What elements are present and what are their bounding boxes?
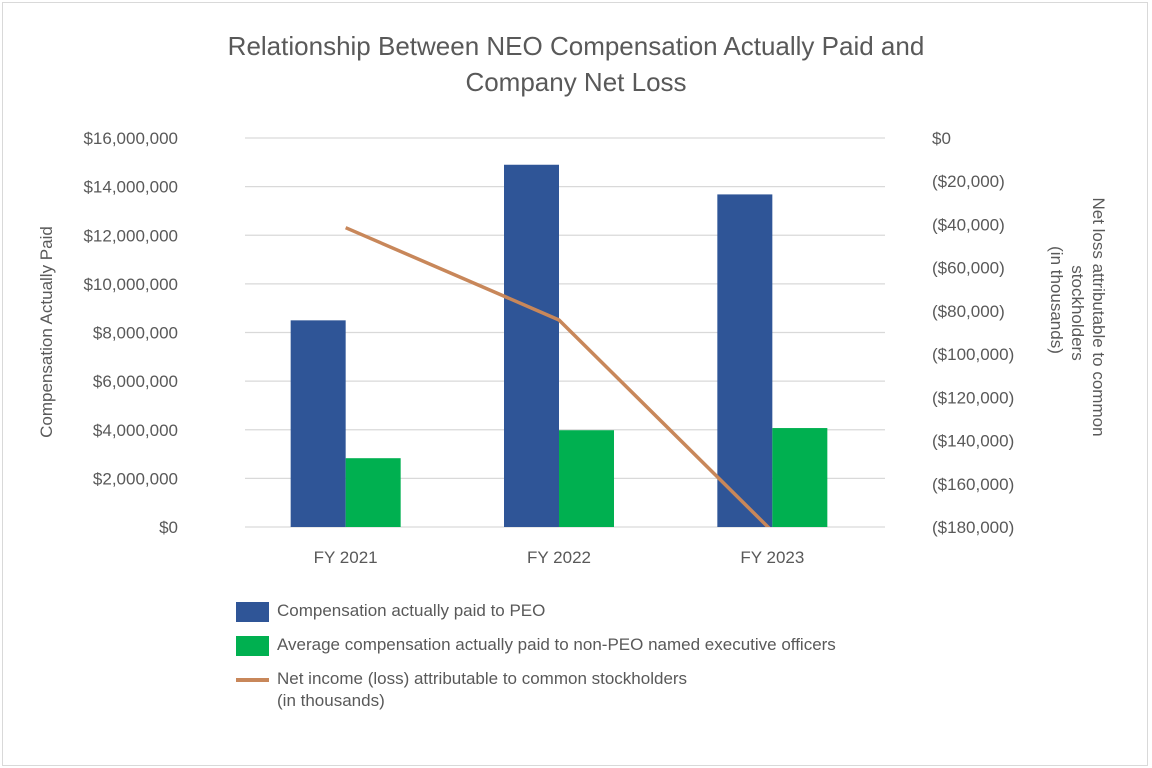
y2-tick-label: ($160,000): [932, 475, 1014, 494]
legend-item-net-loss: Net income (loss) attributable to common…: [236, 668, 836, 728]
y-tick-label: $10,000,000: [83, 275, 178, 294]
y2-tick-label: ($120,000): [932, 388, 1014, 407]
y2-tick-label: ($180,000): [932, 518, 1014, 537]
bar-non-peo: [345, 458, 401, 527]
y2-axis-label-line: stockholders: [1068, 265, 1087, 360]
legend-label-peo: Compensation actually paid to PEO: [277, 601, 546, 620]
y-tick-label: $8,000,000: [93, 324, 178, 343]
y-tick-label: $4,000,000: [93, 421, 178, 440]
y2-tick-label: ($140,000): [932, 432, 1014, 451]
x-tick-label: FY 2021: [314, 548, 378, 567]
y2-tick-label: $0: [932, 129, 951, 148]
legend-swatch-peo: [236, 602, 269, 622]
legend-item-non-peo: Average compensation actually paid to no…: [236, 634, 836, 668]
y2-tick-label: ($60,000): [932, 259, 1005, 278]
legend: Compensation actually paid to PEO Averag…: [236, 600, 836, 728]
y-axis-label: Compensation Actually Paid: [37, 226, 56, 438]
y-tick-label: $16,000,000: [83, 129, 178, 148]
bar-peo: [504, 164, 559, 527]
y2-axis-label-line: Net loss attributable to common: [1089, 197, 1108, 436]
x-tick-label: FY 2023: [740, 548, 804, 567]
y2-tick-label: ($40,000): [932, 215, 1005, 234]
y2-tick-label: ($20,000): [932, 172, 1005, 191]
y2-tick-label: ($100,000): [932, 345, 1014, 364]
bar-non-peo: [772, 428, 828, 527]
legend-item-peo: Compensation actually paid to PEO: [236, 600, 836, 634]
bar-peo: [717, 194, 773, 527]
chart-title: Relationship Between NEO Compensation Ac…: [0, 28, 1152, 100]
legend-swatch-non-peo: [236, 636, 269, 656]
y-tick-label: $14,000,000: [83, 178, 178, 197]
legend-label-net-loss-unit: (in thousands): [277, 691, 385, 710]
chart-title-text: Relationship Between NEO Compensation Ac…: [227, 31, 925, 97]
bar-peo: [290, 320, 346, 527]
net-loss-line: [344, 226, 771, 527]
y-tick-label: $6,000,000: [93, 372, 178, 391]
bar-non-peo: [559, 430, 614, 527]
legend-label-net-loss: Net income (loss) attributable to common…: [277, 669, 688, 688]
y2-tick-label: ($80,000): [932, 302, 1005, 321]
y-tick-label: $12,000,000: [83, 226, 178, 245]
y-tick-label: $2,000,000: [93, 469, 178, 488]
x-tick-label: FY 2022: [527, 548, 591, 567]
legend-swatch-net-loss: [236, 678, 269, 682]
y-tick-label: $0: [159, 518, 178, 537]
y2-axis-label-line: (in thousands): [1047, 246, 1066, 354]
legend-label-non-peo: Average compensation actually paid to no…: [277, 635, 836, 654]
